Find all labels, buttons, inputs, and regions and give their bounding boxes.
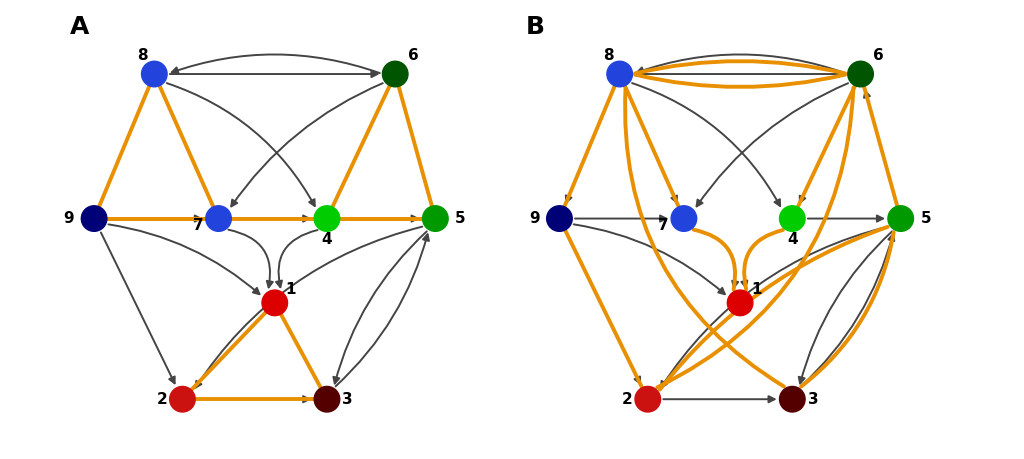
Circle shape (382, 61, 408, 87)
Text: 2: 2 (157, 392, 167, 407)
Text: 4: 4 (787, 232, 798, 246)
Text: 8: 8 (603, 48, 613, 63)
Circle shape (727, 290, 753, 316)
Circle shape (779, 386, 805, 412)
Circle shape (779, 206, 805, 231)
Text: 3: 3 (808, 392, 818, 407)
Text: 4: 4 (322, 232, 332, 246)
Circle shape (888, 206, 913, 231)
Text: 6: 6 (873, 48, 884, 63)
Circle shape (314, 206, 340, 231)
Text: 8: 8 (137, 48, 148, 63)
Text: B: B (525, 15, 545, 39)
Text: 9: 9 (63, 211, 75, 226)
Text: 5: 5 (455, 211, 466, 226)
Text: 9: 9 (529, 211, 540, 226)
Circle shape (607, 61, 633, 87)
Circle shape (547, 206, 572, 231)
Circle shape (81, 206, 106, 231)
Text: 7: 7 (658, 218, 669, 233)
Circle shape (314, 386, 340, 412)
Text: 2: 2 (622, 392, 633, 407)
Text: 6: 6 (409, 48, 419, 63)
Text: 1: 1 (286, 282, 296, 297)
Circle shape (635, 386, 660, 412)
Circle shape (423, 206, 449, 231)
Text: 5: 5 (921, 211, 931, 226)
Circle shape (141, 61, 167, 87)
Text: 3: 3 (342, 392, 353, 407)
Circle shape (848, 61, 873, 87)
Circle shape (206, 206, 231, 231)
Circle shape (170, 386, 196, 412)
Text: 1: 1 (751, 282, 761, 297)
Text: A: A (70, 15, 89, 39)
Circle shape (671, 206, 696, 231)
Text: 7: 7 (193, 218, 204, 233)
Circle shape (262, 290, 288, 316)
